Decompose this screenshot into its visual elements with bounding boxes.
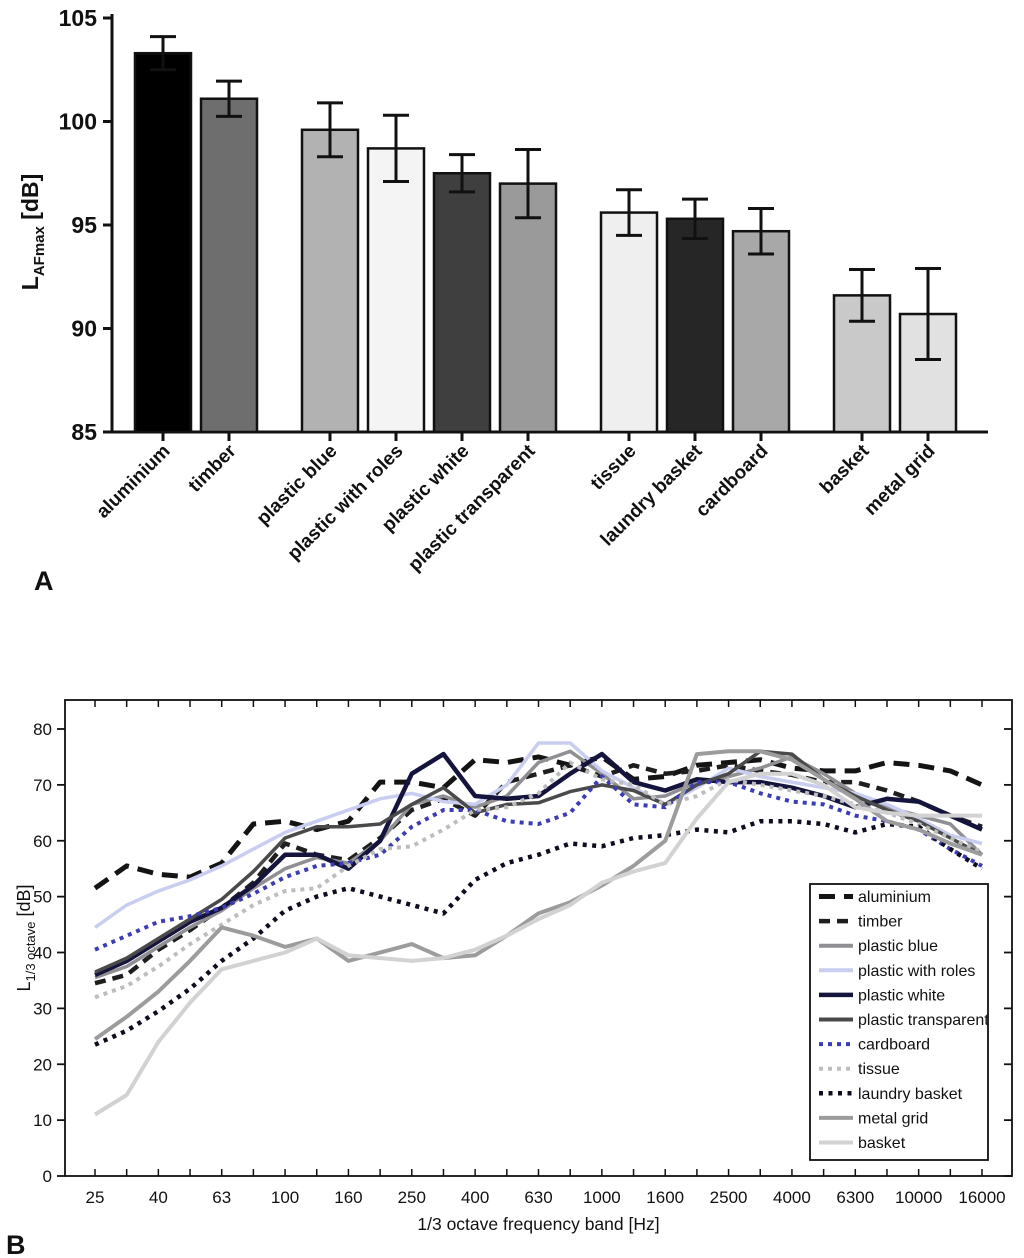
y-tick-label-b: 20 xyxy=(33,1055,52,1074)
y-tick-label-b: 50 xyxy=(33,888,52,907)
legend-label-tissue: tissue xyxy=(858,1061,900,1078)
series-line-plastic-with-roles xyxy=(93,741,983,929)
x-tick-label-b: 25 xyxy=(86,1188,105,1207)
bar-plastic-blue xyxy=(300,128,360,434)
legend-entry-plastic-blue: plastic blue xyxy=(819,938,938,955)
legend-entry-laundry-basket: laundry basket xyxy=(819,1086,963,1103)
series-line-laundry-basket xyxy=(94,818,984,1047)
legend-label-aluminium: aluminium xyxy=(858,889,931,906)
legend-box xyxy=(809,883,989,1161)
x-tick-label-b: 250 xyxy=(398,1188,426,1207)
y-tick-label-b: 80 xyxy=(33,720,52,739)
legend-label-metal-grid: metal grid xyxy=(858,1110,928,1127)
legend-entry-tissue: tissue xyxy=(819,1061,900,1078)
x-axis-title-b: 1/3 octave frequency band [Hz] xyxy=(417,1214,659,1234)
category-label-tissue: tissue xyxy=(587,441,641,495)
bar-plastic-with-roles xyxy=(366,147,426,434)
legend-b: aluminium timber plastic blue plastic with … xyxy=(809,883,989,1161)
line-chart-panel-b: 0 10 20 30 40 50 60 70 80 25 40 63 100 160 250 400 630 10… xyxy=(14,699,1013,1234)
series-line-aluminium xyxy=(93,754,984,891)
legend-label-laundry-basket: laundry basket xyxy=(858,1086,963,1103)
y-tick-label-b: 10 xyxy=(33,1111,52,1130)
legend-entry-plastic-white: plastic white xyxy=(819,987,945,1004)
legend-entry-basket: basket xyxy=(819,1135,906,1152)
x-tick-label-b: 40 xyxy=(149,1188,168,1207)
y-tick-label-b: 70 xyxy=(33,776,52,795)
bar-plastic-transparent xyxy=(498,182,558,434)
category-label-plastic-transparent: plastic transparent xyxy=(404,440,540,576)
bar-timber xyxy=(199,97,259,434)
legend-label-plastic-blue: plastic blue xyxy=(858,938,938,955)
legend-label-plastic-with-roles: plastic with roles xyxy=(858,963,975,980)
legend-label-basket: basket xyxy=(858,1135,906,1152)
category-label-cardboard: cardboard xyxy=(692,441,773,522)
y-tick-label-b: 60 xyxy=(33,832,52,851)
legend-entry-metal-grid: metal grid xyxy=(819,1110,928,1127)
series-line-tissue xyxy=(94,760,983,1000)
legend-label-timber: timber xyxy=(858,914,903,931)
x-tick-label-b: 63 xyxy=(212,1188,231,1207)
x-tick-label-b: 1600 xyxy=(646,1188,684,1207)
panel-a-label: A xyxy=(34,566,54,596)
category-label-basket: basket xyxy=(816,440,874,498)
y-axis-title-a: LAFmax [dB] xyxy=(17,174,48,290)
legend-label-cardboard: cardboard xyxy=(858,1037,930,1054)
y-tick-label-b: 0 xyxy=(43,1167,52,1186)
x-tick-label-b: 160 xyxy=(334,1188,362,1207)
panel-b-label: B xyxy=(6,1230,26,1258)
x-tick-label-b: 10000 xyxy=(895,1188,942,1207)
bar-tissue xyxy=(599,211,659,434)
y-tick-label-b: 40 xyxy=(33,944,52,963)
legend-label-plastic-transparent: plastic transparent xyxy=(858,1012,989,1029)
y-tick-label-a: 85 xyxy=(71,419,97,445)
bar-chart-panel-a: 85 90 95 100 105 LAFmax [dB] aluminium timber pl… xyxy=(17,5,988,576)
category-label-timber: timber xyxy=(185,440,241,496)
legend-label-plastic-white: plastic white xyxy=(858,987,945,1004)
legend-entry-aluminium: aluminium xyxy=(819,889,931,906)
x-tick-label-b: 100 xyxy=(271,1188,299,1207)
bar-cardboard xyxy=(731,229,791,434)
x-tick-label-b: 400 xyxy=(461,1188,489,1207)
bar-laundry-basket xyxy=(665,217,725,434)
y-axis-title-b: L1/3 octave [dB] xyxy=(14,884,38,991)
legend-entry-plastic-with-roles: plastic with roles xyxy=(819,963,975,980)
legend-entry-cardboard: cardboard xyxy=(819,1037,930,1054)
legend-entry-timber: timber xyxy=(819,914,903,931)
legend-entry-plastic-transparent: plastic transparent xyxy=(819,1012,989,1029)
y-tick-label-a: 95 xyxy=(71,212,97,238)
series-line-metal-grid xyxy=(93,749,983,1041)
series-line-cardboard xyxy=(94,774,983,952)
x-tick-label-b: 2500 xyxy=(710,1188,748,1207)
y-tick-label-a: 90 xyxy=(71,316,97,342)
x-tick-label-b: 630 xyxy=(524,1188,552,1207)
y-tick-label-a: 100 xyxy=(59,109,97,135)
x-tick-label-b: 16000 xyxy=(958,1188,1005,1207)
bar-plastic-white xyxy=(432,172,492,434)
category-label-aluminium: aluminium xyxy=(93,441,175,523)
series-line-basket xyxy=(93,771,982,1117)
category-label-metal-grid: metal grid xyxy=(860,441,939,520)
x-tick-label-b: 6300 xyxy=(836,1188,874,1207)
category-label-plastic-with-roles: plastic with roles xyxy=(284,441,408,565)
x-tick-label-b: 4000 xyxy=(773,1188,811,1207)
bar-aluminium xyxy=(133,51,193,434)
y-tick-label-a: 105 xyxy=(59,5,98,31)
x-tick-label-b: 1000 xyxy=(583,1188,621,1207)
y-tick-label-b: 30 xyxy=(33,999,52,1018)
